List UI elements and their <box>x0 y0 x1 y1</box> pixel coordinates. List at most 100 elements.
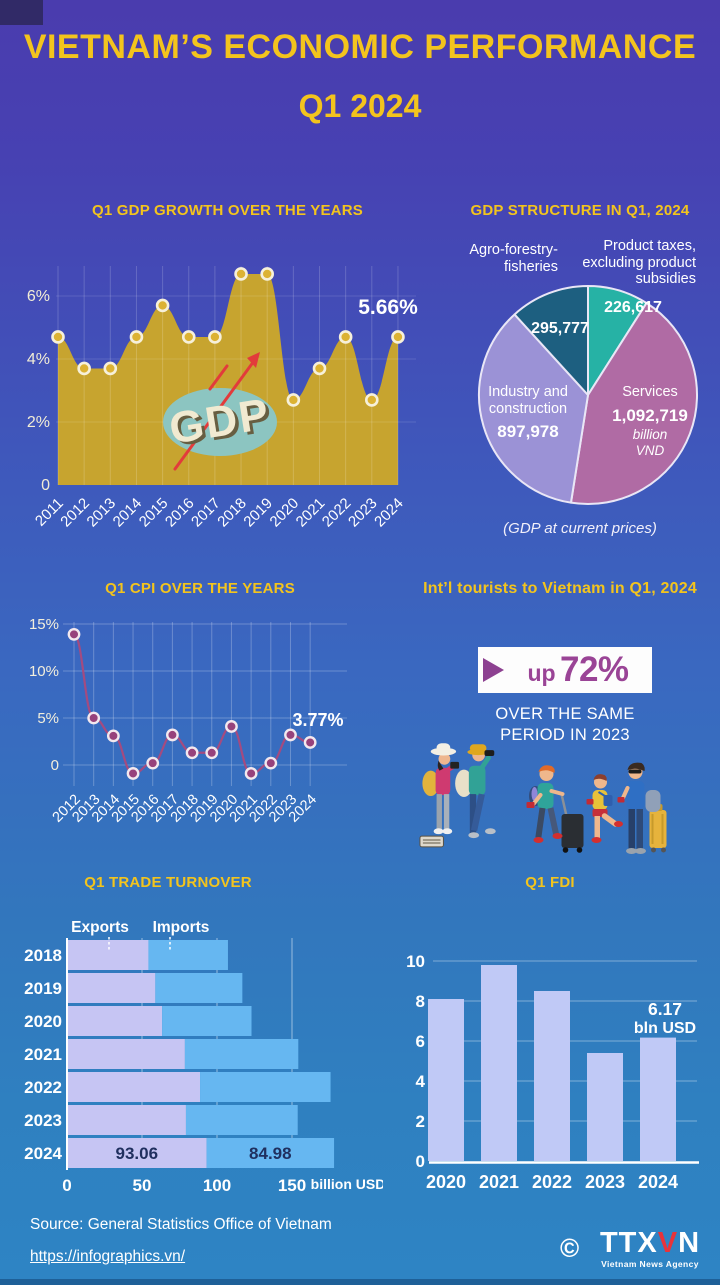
ttxvn-logo: TTXVN Vietnam News Agency <box>590 1227 710 1270</box>
tourists-illustration-left <box>419 743 496 848</box>
svg-text:2023: 2023 <box>24 1111 62 1130</box>
svg-text:2019: 2019 <box>240 495 276 531</box>
svg-text:6: 6 <box>416 1032 425 1051</box>
svg-text:2012: 2012 <box>57 495 93 531</box>
gdp-structure-title: GDP STRUCTURE IN Q1, 2024 <box>470 202 690 219</box>
svg-text:6.17: 6.17 <box>648 999 682 1019</box>
stat-prefix: up <box>527 660 556 686</box>
pie-label-services: Services <box>622 384 678 400</box>
pie-value-industry: 897,978 <box>497 422 559 442</box>
trade-title: Q1 TRADE TURNOVER <box>84 874 252 891</box>
svg-text:2022: 2022 <box>319 495 355 531</box>
svg-text:2024: 2024 <box>24 1144 62 1163</box>
gdp-structure-pie <box>478 285 699 506</box>
tourists-caption-line2: PERIOD IN 2023 <box>500 725 630 744</box>
gdp-growth-title: Q1 GDP GROWTH OVER THE YEARS <box>92 202 363 219</box>
svg-text:billion USD: billion USD <box>311 1176 383 1192</box>
fdi-title: Q1 FDI <box>525 874 575 891</box>
pie-label-agro: Agro-forestry-fisheries <box>469 242 558 275</box>
svg-text:3.77%: 3.77% <box>292 710 343 730</box>
tourists-caption: OVER THE SAME PERIOD IN 2023 <box>440 704 690 745</box>
svg-text:2024: 2024 <box>371 495 407 531</box>
svg-text:150: 150 <box>278 1176 306 1195</box>
tourists-illustration-right <box>526 762 667 854</box>
cpi-title: Q1 CPI OVER THE YEARS <box>105 580 295 597</box>
logo-accent-v: V <box>657 1227 679 1259</box>
section-cpi: Q1 CPI OVER THE YEARS 0 5% 10% 15% 2012 2013 2… <box>15 578 385 858</box>
trade-chart: 2018 2019 2020 2021 2022 2023 2024 Exports Impor… <box>24 919 383 1195</box>
svg-text:4%: 4% <box>27 351 50 368</box>
tourists-stat-box: up 72% <box>478 647 652 693</box>
svg-text:2020: 2020 <box>267 495 303 531</box>
svg-text:5.66%: 5.66% <box>358 296 418 319</box>
svg-text:0: 0 <box>416 1152 425 1171</box>
svg-text:5%: 5% <box>37 710 59 727</box>
svg-text:Exports: Exports <box>71 919 129 936</box>
svg-text:2022: 2022 <box>24 1078 62 1097</box>
section-gdp-structure: GDP STRUCTURE IN Q1, 2024 Agro-forestry-… <box>440 200 720 560</box>
section-fdi: Q1 FDI 0 2 4 6 8 10 2020 2021 2022 2023 2024 6.17 bl… <box>395 872 705 1204</box>
page-title: VIETNAM’S ECONOMIC PERFORMANCE <box>23 28 697 66</box>
svg-text:2017: 2017 <box>188 495 224 531</box>
svg-text:2016: 2016 <box>162 495 198 531</box>
svg-text:2021: 2021 <box>479 1172 519 1192</box>
copyright-icon: © <box>560 1233 580 1263</box>
svg-text:2021: 2021 <box>24 1045 62 1064</box>
svg-text:2: 2 <box>416 1112 425 1131</box>
svg-text:bln USD: bln USD <box>634 1020 696 1037</box>
arrow-right-icon <box>483 658 504 682</box>
pie-unit-services: billion VND <box>632 427 668 459</box>
section-gdp-growth: Q1 GDP GROWTH OVER THE YEARS 0 2% 4% 6% GDP G… <box>20 200 435 560</box>
ttxvn-tagline: Vietnam News Agency <box>601 1259 699 1270</box>
svg-text:8: 8 <box>416 992 425 1011</box>
svg-text:2019: 2019 <box>24 979 62 998</box>
pie-label-industry: Industry and construction <box>488 384 568 417</box>
svg-text:10: 10 <box>406 952 425 971</box>
pie-value-agro: 295,777 <box>531 320 589 337</box>
svg-text:2011: 2011 <box>32 495 67 530</box>
svg-text:Imports: Imports <box>153 919 210 936</box>
gdp-growth-chart: 02%4%6%GDPGDP201120122013201420152016201… <box>27 266 418 531</box>
stat-value: 72% <box>560 650 629 689</box>
tourists-stat: up 72% <box>504 650 652 690</box>
svg-text:10%: 10% <box>29 663 59 680</box>
source-note: Source: General Statistics Office of Vie… <box>30 1216 332 1233</box>
svg-text:84.98: 84.98 <box>249 1144 292 1163</box>
pie-value-taxes: 226,617 <box>604 299 662 316</box>
section-tourists: Int’l tourists to Vietnam in Q1, 2024 up… <box>400 578 720 870</box>
pie-value-services: 1,092,719 <box>612 405 688 425</box>
svg-text:2023: 2023 <box>585 1172 625 1192</box>
pie-caption: (GDP at current prices) <box>503 520 657 537</box>
pie-block-services: Services 1,092,719 billion VND <box>590 384 710 460</box>
ttxvn-logo-text: TTXVN <box>599 1227 701 1259</box>
svg-text:2021: 2021 <box>293 495 329 531</box>
svg-text:2%: 2% <box>27 414 50 431</box>
svg-text:0: 0 <box>62 1176 71 1195</box>
svg-text:50: 50 <box>133 1176 152 1195</box>
pie-block-industry: Industry and construction 897,978 <box>468 384 588 442</box>
top-left-dark-patch <box>0 0 43 25</box>
svg-text:2024: 2024 <box>638 1172 678 1192</box>
svg-text:15%: 15% <box>29 616 59 633</box>
cpi-chart: 05%10%15%2012201320142015201620172018201… <box>29 616 347 826</box>
svg-text:2014: 2014 <box>110 495 146 531</box>
infographics-link[interactable]: https://infographics.vn/ <box>30 1248 186 1265</box>
svg-text:100: 100 <box>203 1176 231 1195</box>
svg-text:6%: 6% <box>27 288 50 305</box>
svg-text:2018: 2018 <box>214 495 250 531</box>
page-subtitle: Q1 2024 <box>298 88 422 124</box>
pie-label-taxes: Product taxes, excluding product subsidi… <box>582 238 696 288</box>
svg-text:2022: 2022 <box>532 1172 572 1192</box>
svg-text:2013: 2013 <box>84 495 120 531</box>
svg-text:0: 0 <box>41 477 50 494</box>
tourists-title: Int’l tourists to Vietnam in Q1, 2024 <box>423 580 697 597</box>
svg-text:2023: 2023 <box>345 495 381 531</box>
svg-text:2018: 2018 <box>24 946 62 965</box>
svg-text:93.06: 93.06 <box>116 1144 159 1163</box>
bottom-edge-strip <box>0 1279 720 1285</box>
section-trade: Q1 TRADE TURNOVER 2018 2019 2020 2021 2022 20… <box>18 872 383 1204</box>
svg-text:0: 0 <box>51 757 59 774</box>
tourists-caption-line1: OVER THE SAME <box>495 705 635 723</box>
